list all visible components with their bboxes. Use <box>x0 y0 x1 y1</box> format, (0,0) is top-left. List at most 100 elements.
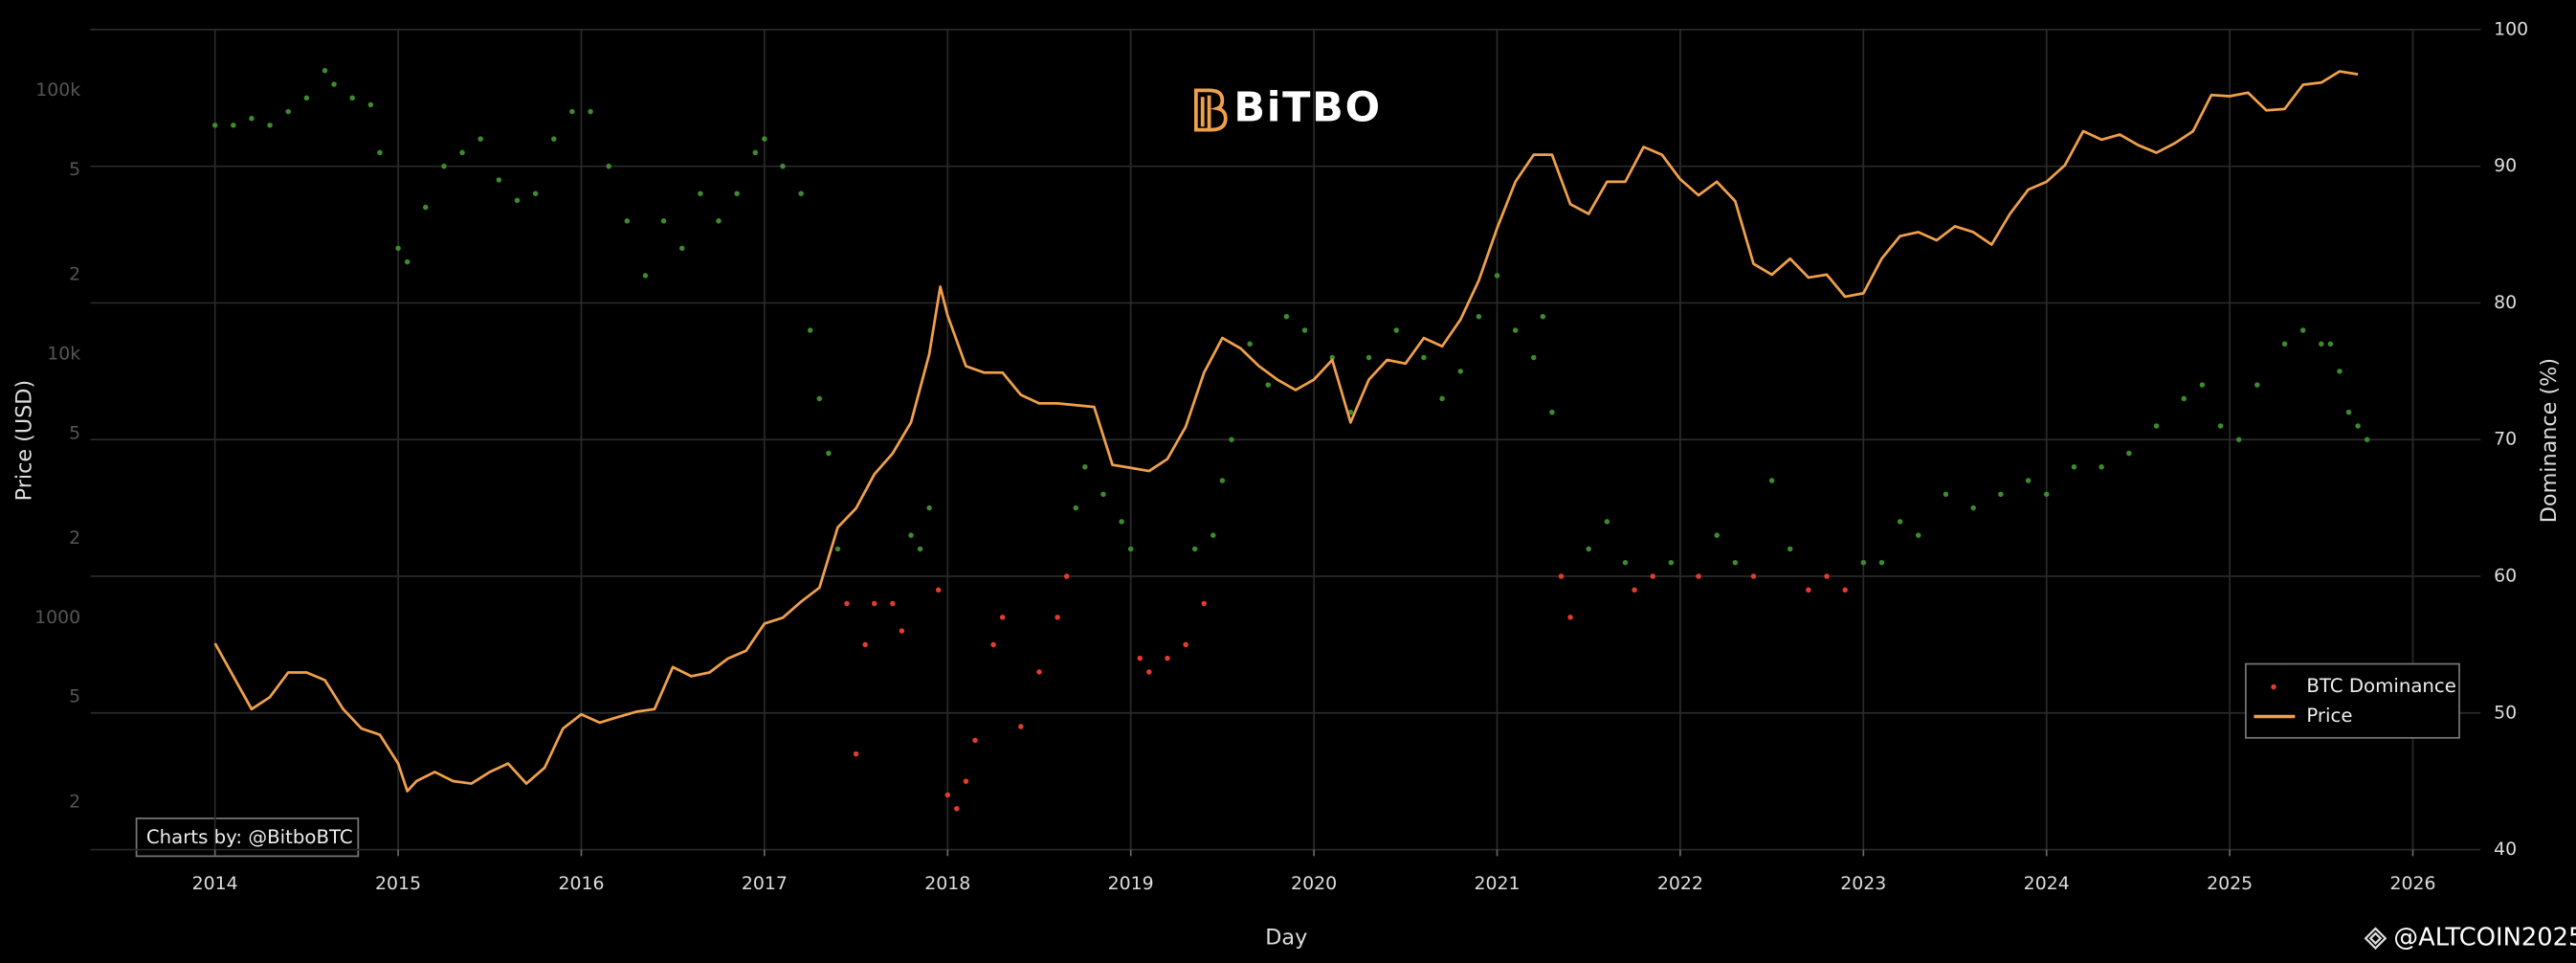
dominance-point <box>2043 491 2050 498</box>
dominance-point <box>1082 464 1088 470</box>
dominance-point <box>267 123 273 128</box>
x-tick-label: 2022 <box>1657 873 1703 894</box>
dominance-point <box>2327 341 2334 347</box>
dominance-point <box>1806 587 1811 593</box>
x-tick-label: 2014 <box>192 873 238 894</box>
legend-box <box>2244 662 2460 739</box>
dominance-point <box>377 149 383 156</box>
dominance-point <box>211 123 218 128</box>
dominance-point <box>862 641 868 648</box>
x-tick-label: 2023 <box>1840 873 1886 894</box>
dominance-point <box>1201 600 1207 607</box>
legend-marker <box>2271 683 2276 690</box>
dominance-point <box>1457 369 1463 374</box>
logo: BiTBO <box>1193 84 1380 132</box>
dominance-point <box>816 395 823 402</box>
y-tick-label: 5 <box>69 686 80 707</box>
x-tick-label: 2025 <box>2207 873 2253 894</box>
dominance-point <box>2345 409 2352 415</box>
x-axis-label: Day <box>1265 926 1307 951</box>
watermark: @ALTCOIN2025 <box>2393 924 2576 952</box>
dominance-point <box>963 778 969 784</box>
dominance-point <box>441 163 447 169</box>
dominance-point <box>1210 532 1216 538</box>
dominance-point <box>698 190 703 196</box>
price-line <box>213 70 2359 793</box>
x-tick-label: 2018 <box>924 873 970 894</box>
dominance-point <box>1100 491 1106 498</box>
dominance-point <box>1055 615 1060 620</box>
dominance-point <box>2235 437 2242 442</box>
dominance-point <box>1366 354 1372 361</box>
dominance-point <box>871 600 877 607</box>
dominance-point <box>367 101 374 108</box>
dominance-point <box>890 600 896 607</box>
dominance-point <box>1632 587 1637 593</box>
logo-icon <box>1193 88 1228 132</box>
dominance-point <box>954 805 960 812</box>
dominance-point <box>2153 423 2160 429</box>
legend-label: BTC Dominance <box>2306 675 2456 697</box>
dominance-point <box>331 81 337 87</box>
dominance-point <box>532 190 539 196</box>
dominance-point <box>1622 559 1629 566</box>
dominance-point <box>1558 573 1565 579</box>
dominance-point <box>844 600 850 607</box>
dominance-point <box>2355 423 2361 429</box>
y-axis-label: Price (USD) <box>11 380 36 502</box>
dominance-points <box>211 67 2370 812</box>
x-tick-label: 2019 <box>1108 873 1154 894</box>
dominance-point <box>2071 464 2077 470</box>
dominance-point <box>762 136 767 142</box>
dominance-point <box>322 67 328 74</box>
dominance-point <box>899 628 905 634</box>
dominance-point <box>2199 382 2206 388</box>
dominance-point <box>2099 464 2104 470</box>
dominance-point <box>917 546 923 552</box>
y-tick-label: 2 <box>69 263 80 284</box>
dominance-point <box>285 108 291 115</box>
y-tick-label: 1000 <box>34 607 80 628</box>
y2-tick-label: 70 <box>2494 429 2517 450</box>
dominance-point <box>1137 655 1144 661</box>
dominance-point <box>2319 341 2324 347</box>
dominance-point <box>1165 655 1170 661</box>
dominance-point <box>1943 491 1949 498</box>
credit: Charts by: @BitboBTC <box>146 826 353 848</box>
dominance-point <box>853 750 859 757</box>
dominance-point <box>1787 546 1793 552</box>
x-tick-label: 2016 <box>558 873 604 894</box>
dominance-point <box>588 108 593 115</box>
dominance-point <box>1531 354 1537 361</box>
y2-tick-label: 80 <box>2494 292 2517 313</box>
dominance-point <box>1540 313 1546 320</box>
dominance-point <box>1073 504 1079 511</box>
dominance-point <box>1668 559 1675 566</box>
dominance-point <box>1732 559 1739 566</box>
x-tick-label: 2015 <box>375 873 421 894</box>
dominance-point <box>1036 669 1042 675</box>
dominance-point <box>826 450 832 457</box>
dominance-point <box>642 273 649 279</box>
y-tick-label: 2 <box>69 791 80 812</box>
dominance-point <box>2126 450 2132 457</box>
y2-tick-label: 50 <box>2494 702 2517 723</box>
dominance-point <box>972 737 978 744</box>
dominance-point <box>834 546 841 552</box>
x-tick-label: 2017 <box>742 873 788 894</box>
x-tick-label: 2020 <box>1291 873 1337 894</box>
dominance-point <box>2299 327 2306 333</box>
y-tick-label: 2 <box>69 527 80 549</box>
dominance-point <box>423 204 429 211</box>
dominance-point <box>660 218 667 224</box>
x-tick-label: 2024 <box>2024 873 2070 894</box>
dominance-point <box>2364 437 2370 442</box>
y-tick-label: 10k <box>47 343 80 364</box>
dominance-point <box>1824 573 1830 579</box>
grid <box>90 29 2481 851</box>
dominance-point <box>1265 382 1271 388</box>
dominance-point <box>1714 532 1720 538</box>
dominance-point <box>459 149 465 156</box>
dominance-point <box>1119 519 1124 525</box>
